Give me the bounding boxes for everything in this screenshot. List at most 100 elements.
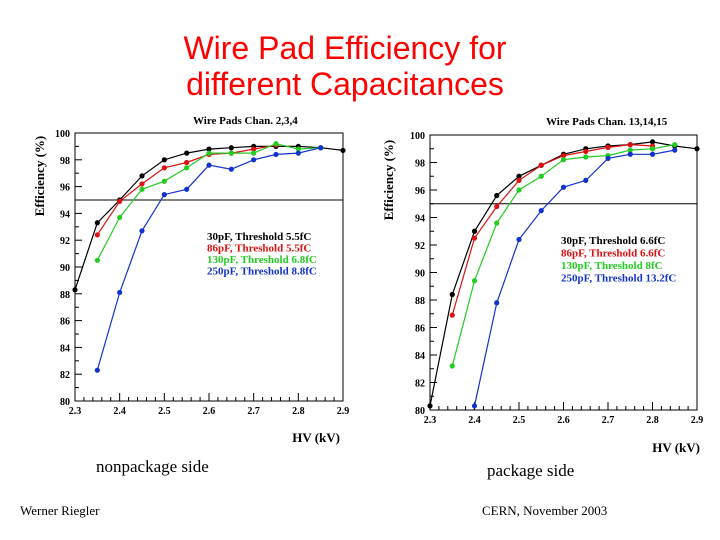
series-point-3 <box>494 300 500 306</box>
series-point-1 <box>583 148 589 155</box>
y-tick-label: 98 <box>60 156 70 167</box>
series-point-2 <box>94 257 100 263</box>
series-point-0 <box>161 157 167 163</box>
series-point-2 <box>494 220 500 226</box>
series-point-2 <box>139 186 145 192</box>
y-tick-label: 96 <box>60 183 70 194</box>
y-tick-label: 90 <box>60 263 70 274</box>
y-axis-label: Efficiency (%) <box>381 140 396 221</box>
series-point-0 <box>694 146 700 152</box>
series-point-1 <box>560 153 567 159</box>
slide-title-line-2: different Capacitances <box>186 66 504 102</box>
x-tick-label: 2.8 <box>292 406 305 417</box>
series-point-1 <box>184 159 190 166</box>
series-point-0 <box>72 287 78 293</box>
series-point-1 <box>627 142 633 148</box>
series-point-2 <box>117 214 123 221</box>
series-point-3 <box>228 166 234 172</box>
x-tick-label: 2.6 <box>203 406 216 417</box>
series-point-2 <box>471 278 478 284</box>
legend-entry-2: 130pF, Threshold 6.8fC <box>207 254 317 266</box>
y-tick-label: 92 <box>415 241 425 252</box>
chart-title: Wire Pads Chan. 13,14,15 <box>546 116 668 128</box>
legend-entry-1: 86pF, Threshold 5.5fC <box>207 243 311 255</box>
series-point-3 <box>583 177 589 183</box>
series-point-1 <box>94 232 100 238</box>
series-point-0 <box>494 192 500 199</box>
series-point-0 <box>340 147 346 154</box>
footer-author: Werner Riegler <box>20 503 100 518</box>
series-point-1 <box>161 165 167 171</box>
series-point-2 <box>184 165 190 171</box>
x-axis-label: HV (kV) <box>292 430 340 445</box>
series-point-2 <box>161 178 167 184</box>
series-point-2 <box>449 363 455 369</box>
x-tick-label: 2.4 <box>468 415 481 426</box>
series-point-1 <box>449 312 455 318</box>
legend-entry-0: 30pF, Threshold 6.6fC <box>561 235 665 247</box>
series-point-3 <box>560 184 567 190</box>
series-point-0 <box>228 145 234 151</box>
caption-left: nonpackage side <box>96 457 209 476</box>
series-point-3 <box>672 147 678 153</box>
y-tick-label: 80 <box>415 406 425 417</box>
series-point-0 <box>139 173 145 179</box>
y-tick-label: 82 <box>60 370 70 381</box>
series-line-3 <box>473 149 675 407</box>
x-tick-label: 2.3 <box>69 406 82 417</box>
x-tick-label: 2.7 <box>247 406 260 417</box>
series-point-2 <box>295 146 301 152</box>
series-point-0 <box>206 146 212 152</box>
series-point-2 <box>538 173 544 179</box>
slide-title-line-1: Wire Pad Efficiency for <box>183 30 507 66</box>
series-point-2 <box>206 150 212 156</box>
series-point-0 <box>94 220 100 226</box>
series-point-2 <box>273 141 279 147</box>
footer-venue: CERN, November 2003 <box>482 503 608 518</box>
series-point-2 <box>583 154 589 160</box>
series-point-3 <box>139 228 145 234</box>
series-point-3 <box>516 236 522 243</box>
chart-title: Wire Pads Chan. 2,3,4 <box>193 115 298 127</box>
series-point-2 <box>627 147 633 153</box>
series-point-3 <box>649 151 656 157</box>
series-point-1 <box>471 235 478 241</box>
x-tick-label: 2.9 <box>337 406 350 417</box>
series-point-1 <box>117 198 123 204</box>
y-tick-label: 88 <box>60 290 70 301</box>
series-point-3 <box>184 186 190 192</box>
y-tick-label: 98 <box>415 159 425 170</box>
y-axis-label: Efficiency (%) <box>32 136 47 217</box>
series-point-1 <box>494 203 500 210</box>
legend-entry-0: 30pF, Threshold 5.5fC <box>207 231 311 243</box>
caption-right: package side <box>487 461 575 480</box>
series-point-3 <box>471 403 478 409</box>
series-point-3 <box>605 155 611 161</box>
y-tick-label: 94 <box>415 214 425 225</box>
series-point-2 <box>560 157 567 163</box>
series-point-0 <box>649 139 656 145</box>
series-point-0 <box>449 291 455 298</box>
x-tick-label: 2.9 <box>691 415 704 426</box>
series-point-0 <box>471 228 478 234</box>
y-tick-label: 84 <box>415 351 425 362</box>
series-point-1 <box>516 177 522 183</box>
x-tick-label: 2.7 <box>602 415 615 426</box>
x-tick-label: 2.3 <box>424 415 437 426</box>
series-point-1 <box>251 146 257 152</box>
y-tick-label: 96 <box>415 186 425 197</box>
series-point-1 <box>139 181 145 187</box>
y-tick-label: 86 <box>60 317 70 328</box>
series-point-3 <box>117 289 123 296</box>
legend-entry-3: 250pF, Threshold 13.2fC <box>561 273 676 285</box>
series-point-0 <box>184 150 190 156</box>
y-tick-label: 100 <box>410 131 425 142</box>
y-tick-label: 80 <box>60 397 70 408</box>
series-point-2 <box>649 146 656 152</box>
series-point-2 <box>672 142 678 148</box>
series-point-0 <box>427 403 433 409</box>
y-tick-label: 84 <box>60 343 70 354</box>
legend-entry-3: 250pF, Threshold 8.8fC <box>207 266 317 278</box>
